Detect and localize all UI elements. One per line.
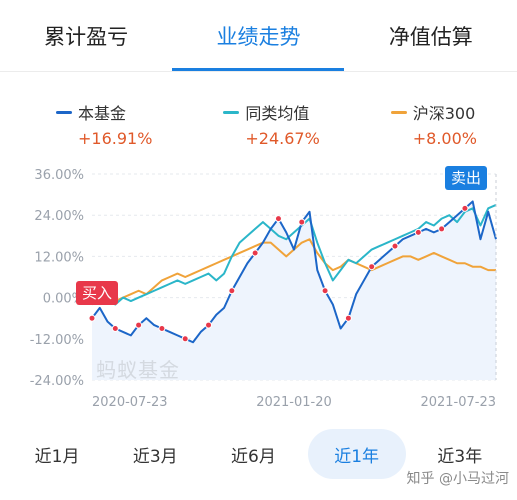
trade-point (391, 242, 399, 250)
trade-point (461, 204, 469, 212)
tab-performance-trend[interactable]: 业绩走势 (172, 0, 344, 71)
trade-point (135, 321, 143, 329)
trade-point (438, 225, 446, 233)
legend-item-csi300: 沪深300 +8.00% (390, 100, 477, 148)
x-tick-label: 2021-01-20 (256, 395, 332, 410)
trade-point (344, 314, 352, 322)
x-tick-label: 2021-07-23 (420, 395, 496, 410)
trade-point (88, 314, 96, 322)
legend-label-category-avg: 同类均值 (245, 104, 310, 123)
period-selector: 近1月 近3月 近6月 近1年 近3年 (0, 426, 517, 482)
y-tick-label: 24.00% (34, 209, 84, 224)
series-line-1 (91, 203, 497, 306)
y-tick-label: 36.00% (34, 168, 84, 183)
trade-point (321, 287, 329, 295)
trade-point (111, 325, 119, 332)
chart-legend: 本基金 +16.91% 同类均值 +24.67% 沪深300 +8.00% (0, 100, 517, 148)
y-tick-label: -24.00% (30, 374, 84, 389)
trade-point (181, 335, 189, 343)
legend-value-fund: +16.91% (78, 129, 153, 148)
trade-point (251, 249, 259, 257)
legend-label-fund: 本基金 (78, 104, 127, 123)
legend-value-csi300: +8.00% (412, 129, 477, 148)
legend-item-fund: 本基金 +16.91% (56, 100, 152, 148)
trade-point (274, 215, 282, 223)
credit-watermark: 知乎 @小马过河 (406, 471, 509, 487)
trade-point (368, 263, 376, 271)
tab-bar: 累计盈亏 业绩走势 净值估算 (0, 0, 517, 72)
y-tick-label: 12.00% (34, 250, 84, 265)
tab-cumulative-pnl[interactable]: 累计盈亏 (44, 24, 129, 49)
buy-badge: 买入 (76, 281, 119, 305)
trade-point (205, 321, 213, 329)
tab-nav-estimate[interactable]: 净值估算 (388, 24, 473, 49)
legend-line-fund (56, 110, 72, 114)
period-3m[interactable]: 近3月 (132, 446, 178, 467)
performance-chart[interactable]: 36.00% 24.00% 12.00% 0.00% -12.00% -24.00% 202… (0, 160, 517, 416)
period-1m[interactable]: 近1月 (34, 446, 80, 467)
watermark: 蚂蚁基金 (96, 358, 180, 382)
y-tick-label: 0.00% (43, 292, 84, 307)
trade-point (228, 287, 236, 295)
legend-line-csi300 (390, 110, 407, 114)
period-3y[interactable]: 近3年 (437, 446, 483, 467)
trade-point (158, 325, 166, 332)
legend-value-category-avg: +24.67% (245, 129, 320, 148)
trade-point (298, 218, 306, 226)
period-6m[interactable]: 近6月 (231, 446, 276, 467)
legend-line-category-avg (223, 110, 240, 114)
period-1y[interactable]: 近1年 (307, 429, 406, 479)
trade-point (414, 228, 422, 236)
legend-label-csi300: 沪深300 (412, 104, 476, 123)
y-tick-label: -12.00% (30, 333, 84, 348)
legend-item-category-avg: 同类均值 +24.67% (223, 100, 320, 148)
x-tick-label: 2020-07-23 (92, 395, 168, 410)
sell-badge: 卖出 (445, 166, 488, 190)
